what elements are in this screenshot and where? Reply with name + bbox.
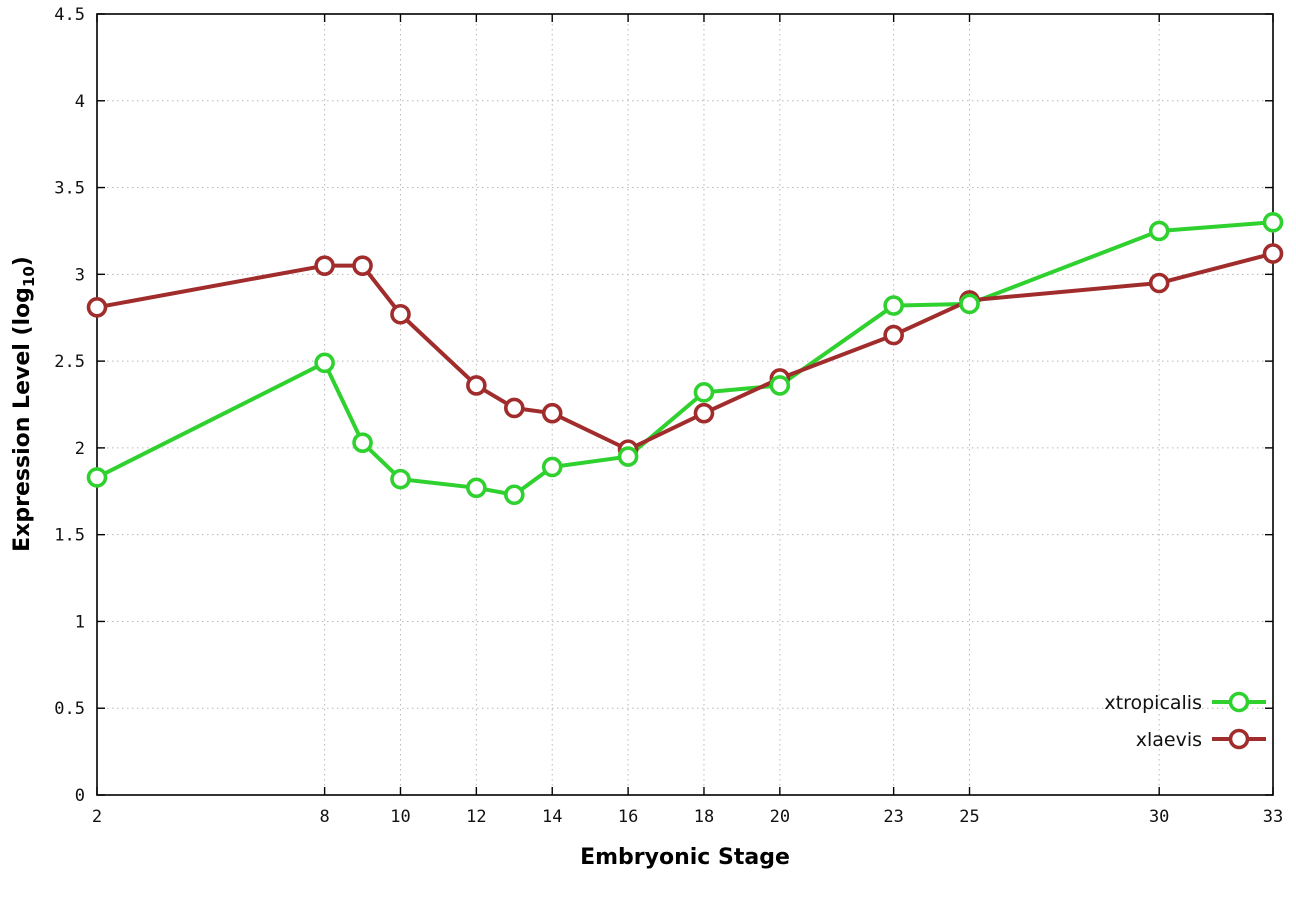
y-tick-label: 3 [75, 265, 85, 285]
y-tick-label: 1.5 [54, 526, 85, 546]
series-xlaevis-marker [86, 297, 108, 318]
x-tick-label: 25 [959, 807, 979, 827]
series-xtropicalis-marker [883, 295, 904, 316]
series-xlaevis-line [95, 251, 1275, 452]
series-xlaevis-marker [1148, 272, 1170, 294]
y-tick-label: 4 [75, 92, 85, 112]
x-tick-label: 16 [618, 807, 638, 827]
y-axis-label-main: Expression Level (log [9, 287, 35, 552]
series-xtropicalis-marker [959, 293, 980, 315]
y-tick-label: 4.5 [54, 5, 85, 25]
series-xtropicalis-marker [1148, 220, 1170, 242]
y-axis-label: Expression Level (log10) [10, 256, 38, 552]
y-axis-label-end: ) [9, 256, 35, 267]
x-tick-label: 33 [1263, 807, 1283, 827]
series-xlaevis-marker [503, 397, 525, 419]
series-xtropicalis-marker [693, 382, 715, 403]
series-xtropicalis-marker [769, 375, 791, 396]
y-tick-label: 0.5 [54, 699, 85, 719]
x-axis-label: Embryonic Stage [580, 845, 790, 870]
series-xlaevis-marker [466, 375, 487, 396]
series-xlaevis-marker [541, 402, 563, 424]
y-axis-label-subscript: 10 [20, 266, 39, 288]
series-xtropicalis-marker [503, 484, 525, 506]
x-tick-label: 20 [770, 807, 790, 827]
series-xtropicalis-marker [314, 352, 335, 374]
legend-label-xtropicalis: xtropicalis [1104, 692, 1202, 714]
x-tick-label: 30 [1149, 807, 1169, 827]
series-xtropicalis-marker [541, 456, 563, 478]
series-xtropicalis-line [95, 220, 1275, 497]
series-xtropicalis-marker [86, 467, 108, 488]
series-xtropicalis-marker [1262, 211, 1284, 233]
x-tick-label: 8 [319, 807, 329, 827]
legend-sample-marker-xlaevis [1228, 728, 1250, 750]
y-tick-label: 2.5 [54, 352, 85, 372]
y-tick-label: 0 [75, 786, 85, 806]
series-xtropicalis-marker [352, 432, 373, 453]
x-tick-label: 14 [542, 807, 562, 827]
series-xlaevis-marker [314, 255, 335, 276]
x-tick-label: 12 [466, 807, 486, 827]
x-tick-label: 2 [92, 807, 102, 827]
series-xlaevis-marker [693, 402, 715, 424]
y-tick-label: 1 [75, 612, 85, 632]
y-tick-label: 2 [75, 439, 85, 459]
series-xlaevis-marker [1262, 243, 1284, 264]
x-tick-label: 18 [694, 807, 714, 827]
y-tick-label: 3.5 [54, 179, 85, 199]
series-xlaevis-marker [390, 303, 411, 325]
legend-sample-marker-xtropicalis [1228, 691, 1250, 713]
series-xtropicalis-marker [390, 468, 411, 490]
plot-border [96, 13, 1274, 796]
legend-label-xlaevis: xlaevis [1136, 729, 1202, 751]
x-tick-label: 23 [883, 807, 903, 827]
x-tick-label: 10 [390, 807, 410, 827]
series-xtropicalis-marker [466, 477, 487, 499]
series-xtropicalis-marker [617, 446, 639, 467]
series-xlaevis-marker [883, 324, 904, 346]
series-xlaevis-marker [352, 255, 373, 276]
